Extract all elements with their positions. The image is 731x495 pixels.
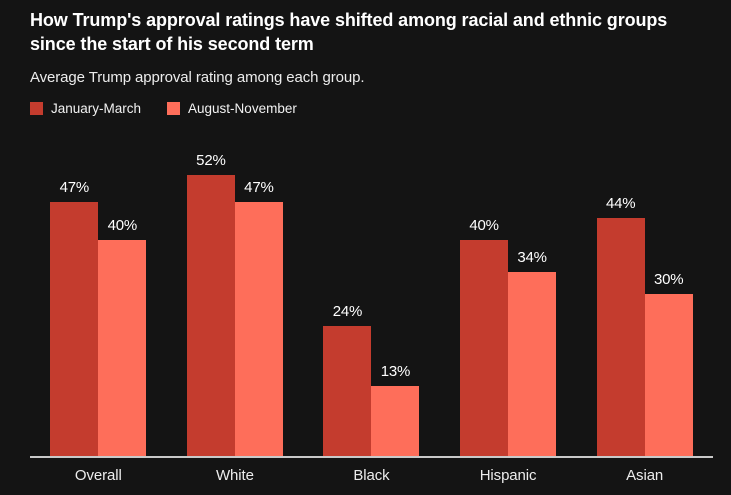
bar xyxy=(323,325,372,456)
legend-label-august-november: August-November xyxy=(188,100,297,116)
x-axis-labels: Overall White Black Hispanic Asian xyxy=(30,467,713,484)
bar-value-label: 40% xyxy=(107,216,138,234)
bar-column: 34% xyxy=(508,248,557,456)
bar-value-label: 30% xyxy=(653,270,684,288)
legend-item-january-march: January-March xyxy=(30,101,141,116)
bar-group: 44% 30% xyxy=(576,195,713,456)
bar-value-label: 47% xyxy=(244,178,274,196)
bar-value-label: 44% xyxy=(605,194,636,212)
chart-title: How Trump's approval ratings have shifte… xyxy=(30,10,668,54)
bar-group: 24% 13% xyxy=(303,303,440,456)
legend: January-March August-November xyxy=(30,101,713,116)
bar-group: 40% 34% xyxy=(440,217,577,456)
bar xyxy=(460,239,509,456)
bar-value-label: 52% xyxy=(196,151,226,169)
bar-groups: 47% 40% 52% 47% 24% 13% 40% 34% 44% 30% xyxy=(30,118,713,456)
bar xyxy=(98,239,147,456)
bar-column: 13% xyxy=(371,362,420,456)
x-axis-label: Black xyxy=(353,466,390,484)
x-axis-label: Asian xyxy=(626,466,664,484)
x-axis-line xyxy=(30,455,713,458)
legend-swatch-january-march-icon xyxy=(30,101,43,115)
bar-column: 30% xyxy=(644,270,693,456)
bar-column: 40% xyxy=(98,216,147,456)
bar xyxy=(234,201,283,456)
bar-value-label: 24% xyxy=(332,302,363,320)
chart-subtitle: Average Trump approval rating among each… xyxy=(30,68,365,86)
bar-value-label: 34% xyxy=(517,248,547,266)
bar-column: 24% xyxy=(323,302,372,456)
bar-column: 52% xyxy=(186,151,235,456)
x-axis-label: White xyxy=(215,466,254,484)
bar-value-label: 40% xyxy=(469,216,499,234)
bar xyxy=(371,385,420,456)
legend-label-january-march: January-March xyxy=(51,100,142,116)
bar-column: 47% xyxy=(50,178,99,456)
bar-value-label: 47% xyxy=(59,178,90,196)
bar-group: 52% 47% xyxy=(167,152,304,456)
bar-group: 47% 40% xyxy=(30,179,167,456)
bar xyxy=(186,174,235,456)
bar xyxy=(508,271,557,456)
x-axis-label: Overall xyxy=(74,466,122,484)
bar-value-label: 13% xyxy=(380,362,411,380)
bar xyxy=(644,293,693,456)
bar-chart: 47% 40% 52% 47% 24% 13% 40% 34% 44% 30% Overall Wh… xyxy=(30,118,713,484)
bar xyxy=(50,201,99,456)
legend-swatch-august-november-icon xyxy=(167,101,181,115)
bar-column: 44% xyxy=(596,194,645,456)
x-axis-label: Hispanic xyxy=(479,466,537,484)
legend-item-august-november: August-November xyxy=(167,101,297,116)
bar-column: 47% xyxy=(234,178,283,456)
bar xyxy=(596,217,645,456)
bar-column: 40% xyxy=(460,216,509,456)
